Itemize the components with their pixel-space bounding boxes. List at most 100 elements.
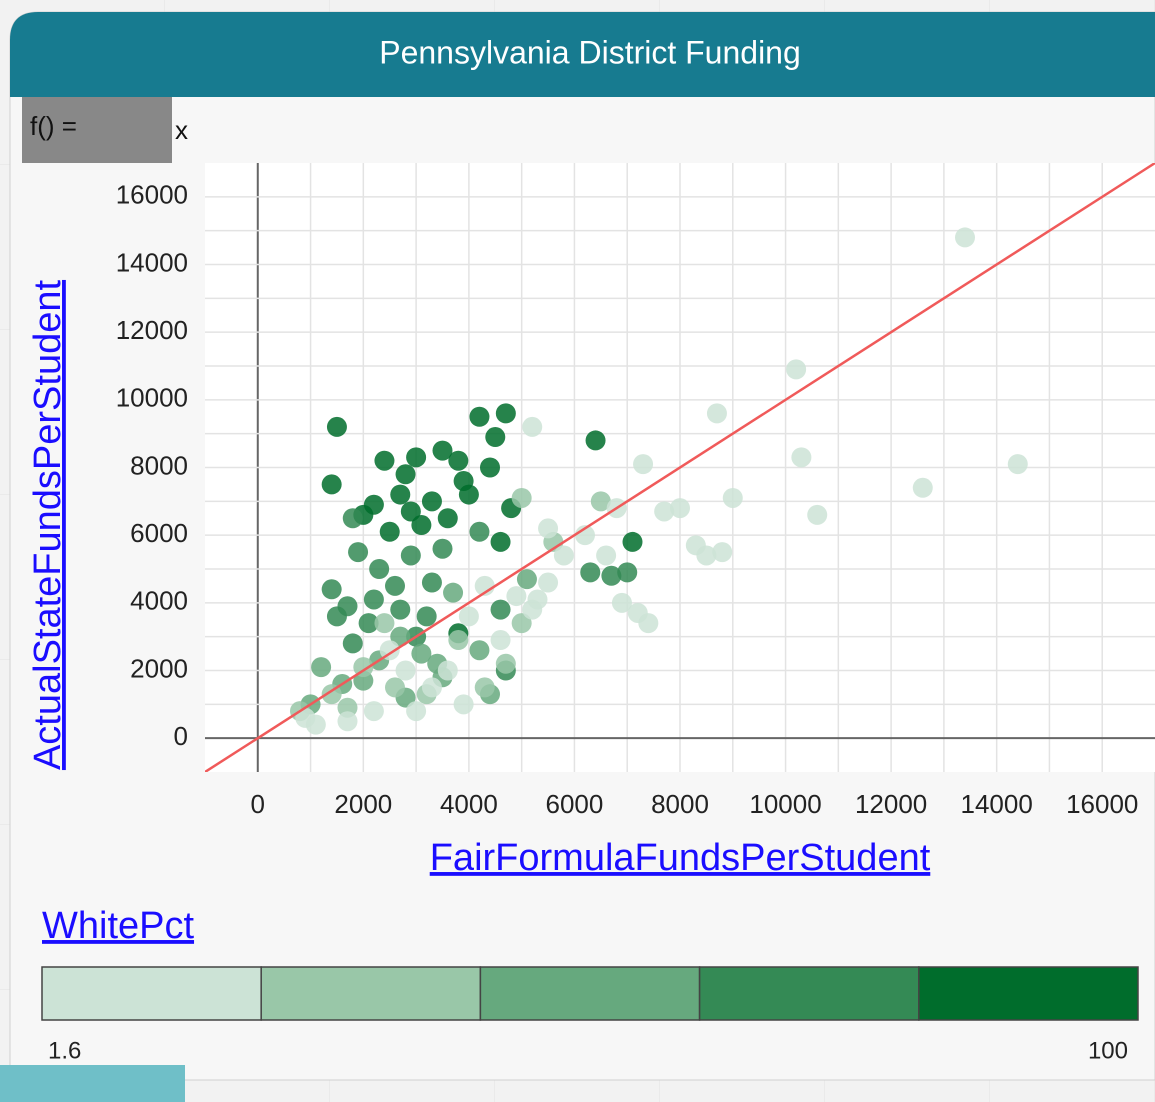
- data-point: [385, 677, 405, 698]
- data-point: [654, 501, 675, 522]
- window-title: Pennsylvania District Funding: [379, 34, 801, 70]
- data-point: [596, 545, 617, 566]
- data-point: [469, 521, 490, 542]
- data-point: [348, 542, 369, 563]
- data-point: [469, 406, 490, 427]
- data-point: [722, 487, 743, 508]
- data-point: [516, 569, 537, 590]
- data-point: [458, 606, 479, 627]
- data-point: [617, 562, 638, 583]
- data-point: [395, 660, 416, 681]
- x-tick-label: 0: [251, 789, 265, 819]
- data-point: [400, 501, 421, 522]
- data-point: [390, 484, 411, 505]
- legend: [41, 966, 1139, 1021]
- data-point: [627, 602, 648, 623]
- data-point: [490, 531, 511, 552]
- data-point: [633, 454, 654, 475]
- data-point: [670, 498, 690, 519]
- data-point: [326, 606, 347, 627]
- data-point: [416, 606, 437, 627]
- data-point: [506, 586, 527, 607]
- x-axis-label[interactable]: FairFormulaFundsPerStudent: [430, 837, 931, 879]
- plot: [205, 163, 1155, 772]
- data-point: [406, 447, 427, 468]
- data-point: [342, 508, 363, 529]
- y-tick-label: 16000: [116, 180, 188, 210]
- data-point: [411, 643, 432, 664]
- data-point: [696, 545, 717, 566]
- data-point: [353, 657, 374, 678]
- y-tick-label: 10000: [116, 383, 188, 413]
- y-tick-label: 0: [174, 721, 188, 751]
- data-point: [321, 684, 342, 705]
- data-point: [522, 416, 543, 437]
- data-point: [538, 518, 559, 539]
- function-line: [205, 163, 1155, 772]
- data-point: [363, 589, 384, 610]
- x-tick-label: 16000: [1066, 789, 1138, 819]
- x-tick-label: 14000: [961, 789, 1033, 819]
- y-axis-label[interactable]: ActualStateFundsPerStudent: [27, 280, 69, 771]
- data-point: [485, 427, 506, 448]
- x-tick-label: 6000: [546, 789, 604, 819]
- data-point: [469, 640, 490, 661]
- y-tick-label: 4000: [130, 586, 188, 616]
- x-tick-label: 8000: [651, 789, 709, 819]
- data-point: [480, 457, 500, 478]
- data-point: [421, 677, 442, 698]
- data-point: [622, 531, 643, 552]
- data-point: [437, 660, 458, 681]
- formula-label-box: [22, 97, 172, 163]
- legend-min: 1.6: [48, 1037, 81, 1064]
- legend-swatch: [918, 966, 1139, 1021]
- data-point: [786, 359, 807, 380]
- data-point: [421, 491, 442, 512]
- data-point: [374, 613, 395, 634]
- formula[interactable]: x: [175, 115, 188, 145]
- y-tick-label: 12000: [116, 315, 188, 345]
- data-point: [490, 630, 511, 651]
- data-point: [955, 227, 975, 248]
- data-point: [385, 575, 405, 596]
- data-point: [406, 701, 427, 722]
- data-point: [443, 582, 464, 603]
- data-point: [321, 579, 342, 600]
- y-tick-label: 8000: [130, 450, 188, 480]
- axes: 0 2000 4000 6000 8000 10000 12000 14000 16000 0 20…: [116, 180, 1139, 819]
- data-point: [363, 701, 384, 722]
- data-point: [527, 589, 548, 610]
- data-point: [712, 542, 733, 563]
- data-point: [295, 707, 316, 728]
- x-tick-label: 2000: [334, 789, 392, 819]
- legend-swatch: [479, 966, 701, 1021]
- data-point: [395, 464, 416, 485]
- data-point: [580, 562, 601, 583]
- x-tick-label: 4000: [440, 789, 498, 819]
- data-point: [342, 633, 363, 654]
- title-bar[interactable]: [10, 12, 1155, 97]
- taskbar-tile[interactable]: [0, 1065, 185, 1102]
- data-point: [706, 403, 727, 424]
- data-point: [611, 592, 632, 613]
- data-point: [590, 491, 611, 512]
- data-point: [358, 613, 379, 634]
- legend-swatch: [260, 966, 482, 1021]
- data-point: [421, 572, 442, 593]
- data-point: [912, 477, 933, 498]
- data-point: [791, 447, 812, 468]
- data-point: [511, 613, 532, 634]
- data-point: [390, 599, 411, 620]
- data-point: [490, 599, 511, 620]
- data-point: [474, 677, 495, 698]
- data-point: [495, 653, 516, 674]
- legend-max: 100: [1088, 1037, 1128, 1064]
- data-point: [538, 572, 559, 593]
- data-point: [453, 694, 474, 715]
- data-point: [553, 545, 574, 566]
- legend-title[interactable]: WhitePct: [42, 905, 194, 947]
- data-point: [374, 450, 395, 471]
- formula-label: f() =: [30, 111, 77, 141]
- data-point: [807, 504, 828, 525]
